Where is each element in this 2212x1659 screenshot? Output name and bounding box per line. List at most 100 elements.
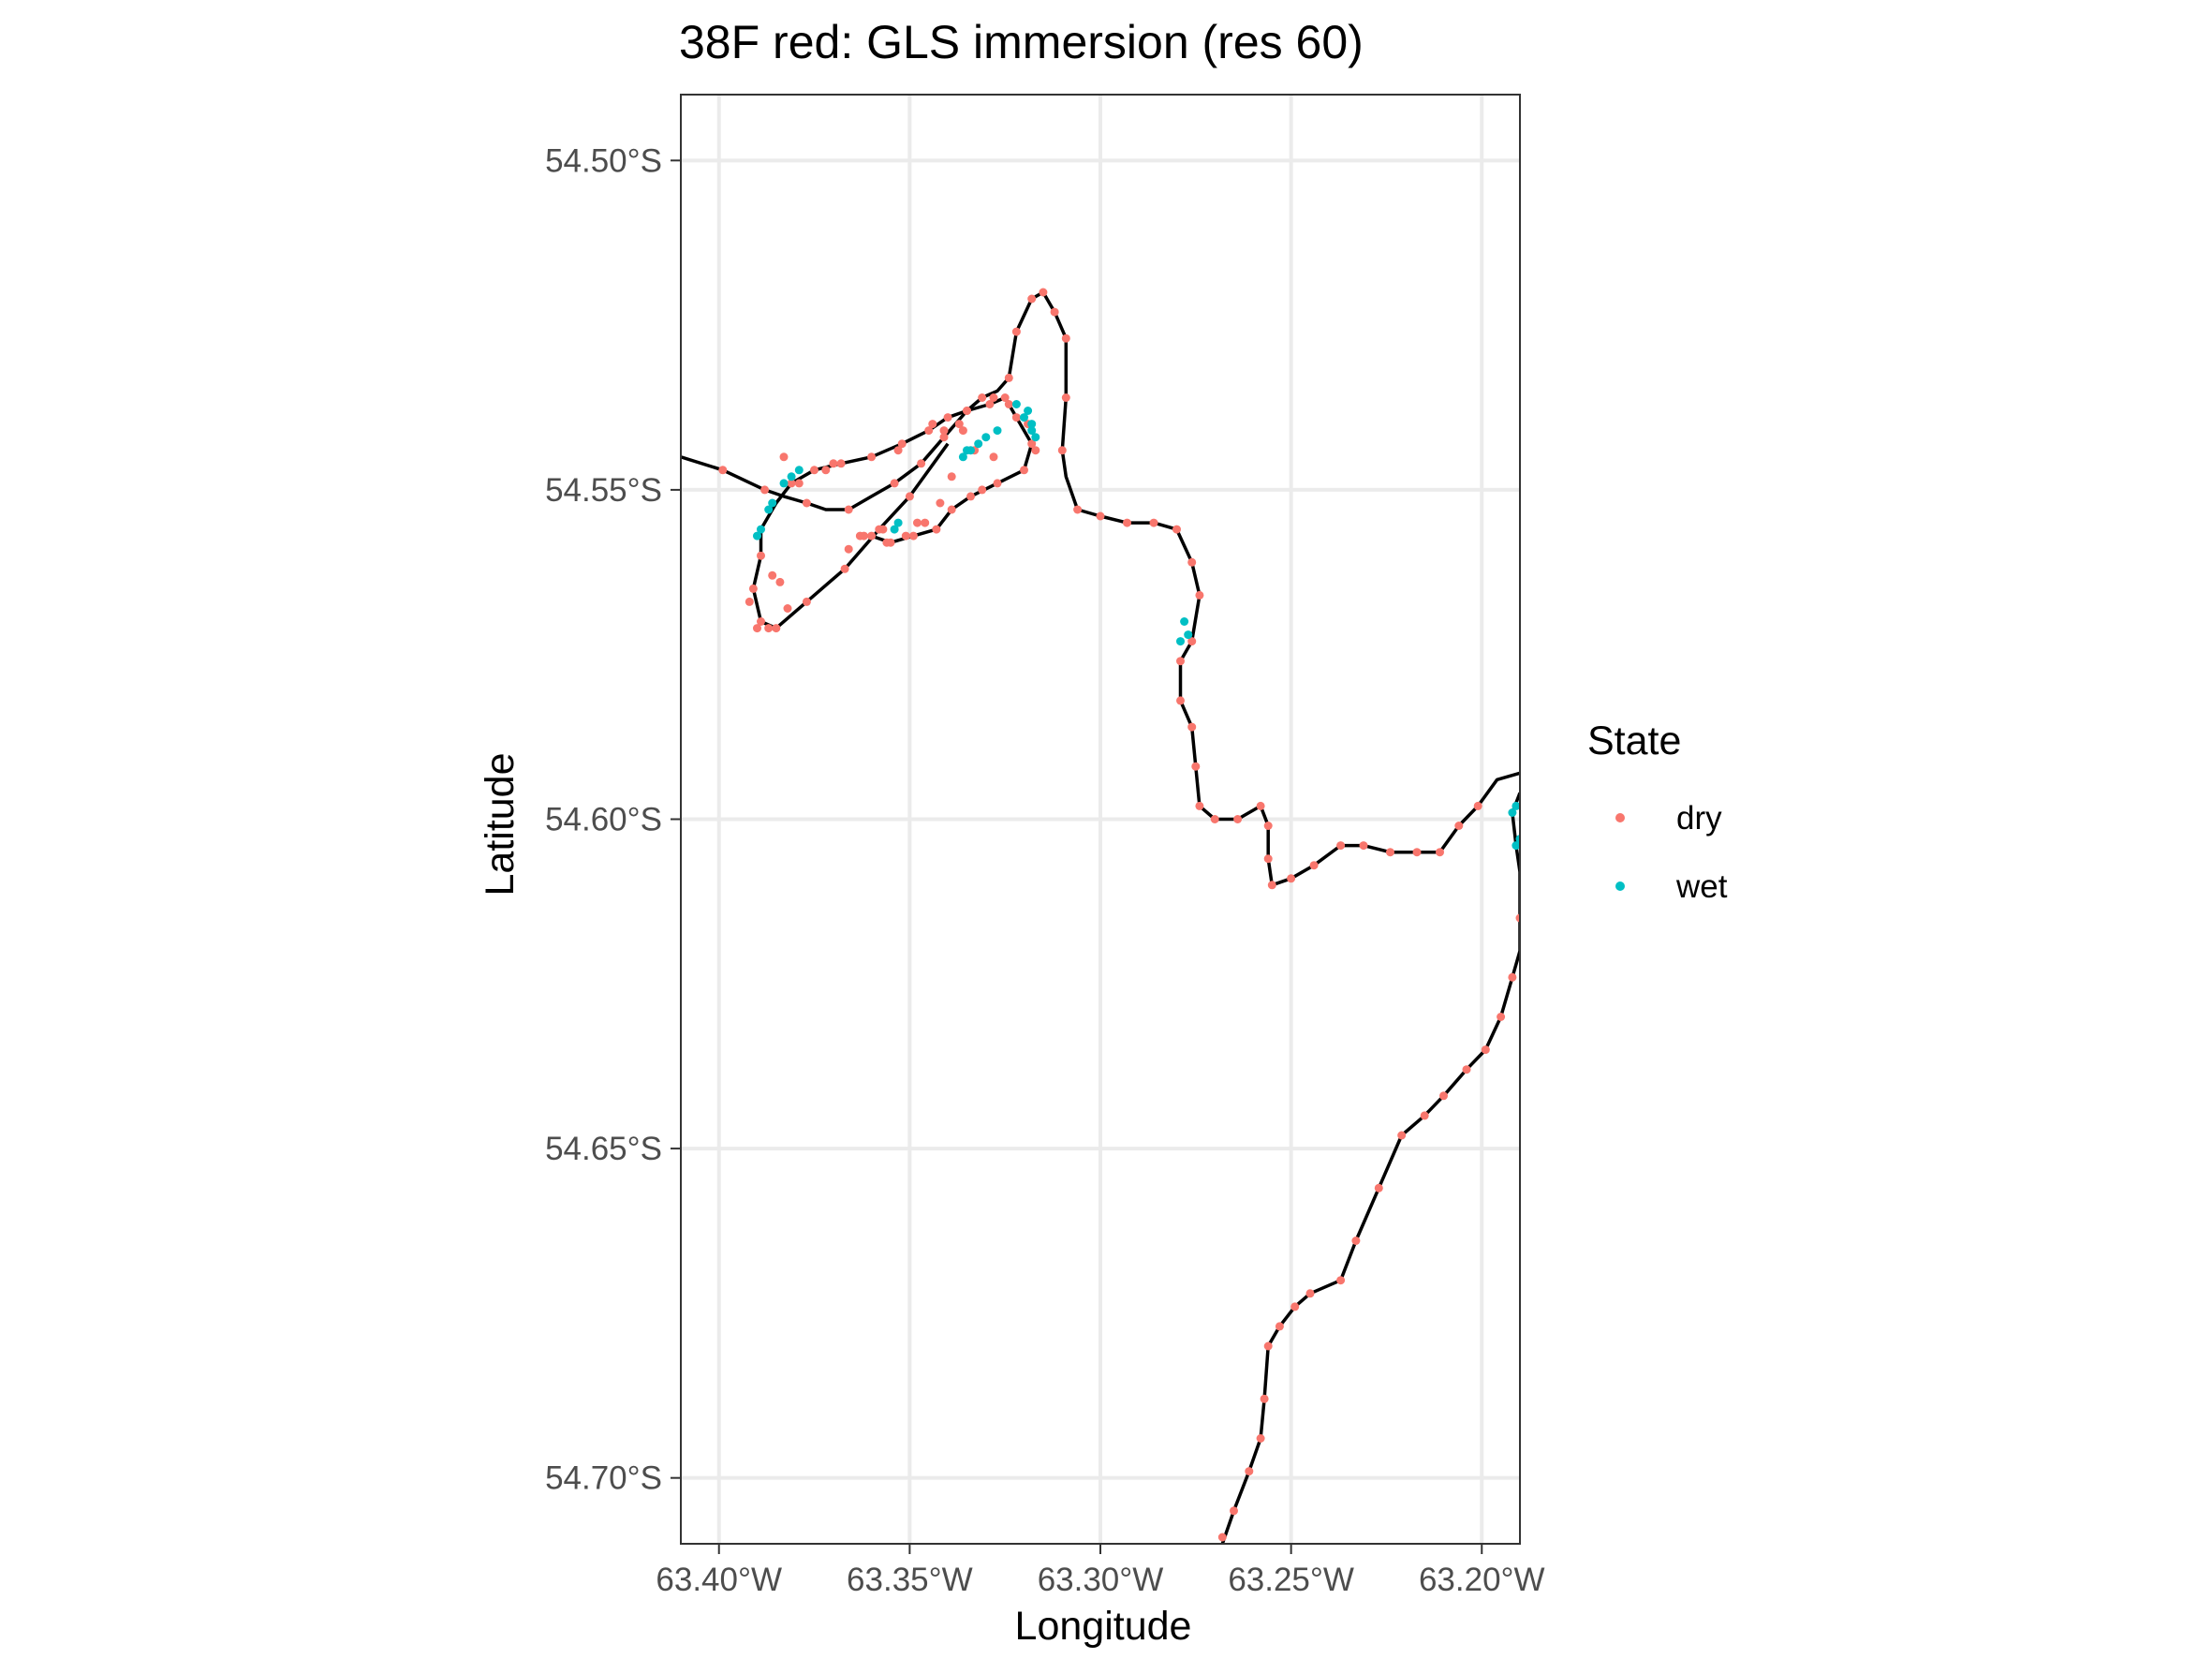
point-dry (1309, 861, 1319, 870)
point-wet (1020, 413, 1028, 422)
point-dry (1217, 1533, 1227, 1542)
plot-panel (680, 94, 1521, 1545)
point-dry (1412, 848, 1422, 857)
point-dry (939, 426, 949, 436)
point-dry (978, 393, 987, 402)
point-dry (1187, 722, 1197, 732)
point-dry (1336, 1276, 1346, 1285)
chart-title: 38F red: GLS immersion (res 60) (679, 16, 1364, 68)
point-dry (1210, 815, 1219, 823)
point-dry (802, 498, 811, 508)
point-dry (1230, 1506, 1238, 1516)
point-dry (947, 472, 956, 481)
point-dry (1176, 696, 1185, 705)
point-wet (1512, 801, 1520, 810)
point-wet (768, 498, 777, 508)
gridlines (681, 95, 1520, 1544)
y-tick-label: 54.60°S (545, 802, 662, 838)
point-wet (958, 452, 967, 462)
point-dry (779, 452, 789, 462)
point-dry (1263, 1341, 1273, 1351)
point-wet (1508, 808, 1517, 817)
point-dry (1004, 400, 1013, 408)
point-dry (1011, 327, 1021, 336)
point-wet (1512, 841, 1520, 851)
point-wet (1184, 630, 1193, 640)
point-dry (1374, 1183, 1383, 1192)
point-wet (890, 525, 899, 534)
point-dry (1061, 333, 1070, 343)
x-tick-label: 63.20°W (1419, 1562, 1545, 1598)
point-dry (829, 459, 838, 468)
point-dry (985, 400, 995, 408)
point-wet (794, 466, 804, 475)
point-dry (1263, 822, 1273, 830)
legend-title: State (1587, 718, 1681, 763)
point-dry (1149, 518, 1158, 527)
point-dry (939, 433, 949, 442)
point-dry (1397, 1131, 1407, 1140)
point-dry (753, 624, 761, 633)
point-dry (1233, 815, 1243, 823)
point-dry (867, 452, 877, 462)
point-wet (981, 433, 991, 442)
point-dry (1436, 848, 1444, 857)
point-dry (748, 584, 758, 593)
point-dry (928, 420, 937, 429)
point-dry (844, 544, 853, 554)
point-dry (963, 407, 971, 415)
point-dry (936, 498, 945, 508)
point-wet (787, 472, 796, 481)
point-dry (855, 531, 864, 541)
point-dry (1057, 446, 1067, 455)
point-dry (1267, 881, 1276, 890)
point-dry (1275, 1322, 1284, 1331)
point-wet (963, 446, 971, 455)
y-tick-label: 54.65°S (545, 1131, 662, 1167)
legend: State dry wet (1587, 718, 1728, 905)
point-dry (913, 518, 922, 527)
point-dry (1172, 525, 1181, 534)
point-wet (993, 426, 1002, 436)
point-dry (921, 518, 930, 527)
point-dry (810, 466, 818, 475)
point-dry (760, 485, 770, 495)
point-dry (901, 531, 910, 541)
point-wet (893, 518, 903, 527)
point-dry (1462, 1065, 1471, 1074)
point-dry (1050, 307, 1059, 317)
point-wet (1515, 835, 1520, 844)
point-dry (836, 459, 846, 468)
point-dry (821, 466, 831, 475)
point-dry (1191, 762, 1201, 771)
point-wet (974, 439, 983, 449)
point-wet (1024, 407, 1033, 415)
point-dry (764, 624, 774, 633)
point-dry (1187, 637, 1197, 646)
point-wet (1031, 433, 1040, 442)
point-dry (1290, 1302, 1300, 1311)
point-dry (890, 479, 899, 488)
point-wet (1011, 400, 1021, 408)
point-dry (757, 617, 765, 626)
point-dry (1031, 446, 1040, 455)
point-dry (1508, 972, 1517, 982)
point-dry (897, 439, 907, 449)
point-dry (1439, 1091, 1448, 1101)
point-dry (1359, 841, 1368, 851)
legend-label-dry: dry (1676, 800, 1722, 837)
point-dry (1020, 466, 1028, 475)
y-tick-label: 54.50°S (545, 142, 662, 179)
y-tick-label: 54.55°S (545, 472, 662, 509)
point-dry (1004, 373, 1013, 382)
point-dry (947, 505, 956, 514)
point-dry (1187, 557, 1197, 567)
point-wet (1027, 426, 1037, 436)
point-dry (802, 597, 811, 606)
point-dry (943, 413, 952, 422)
x-tick-label: 63.35°W (847, 1562, 973, 1598)
point-dry (867, 531, 877, 541)
x-tick-label: 63.40°W (656, 1562, 782, 1598)
point-dry (993, 479, 1002, 488)
x-axis: 63.40°W 63.35°W 63.30°W 63.25°W 63.20°W (656, 1544, 1545, 1598)
